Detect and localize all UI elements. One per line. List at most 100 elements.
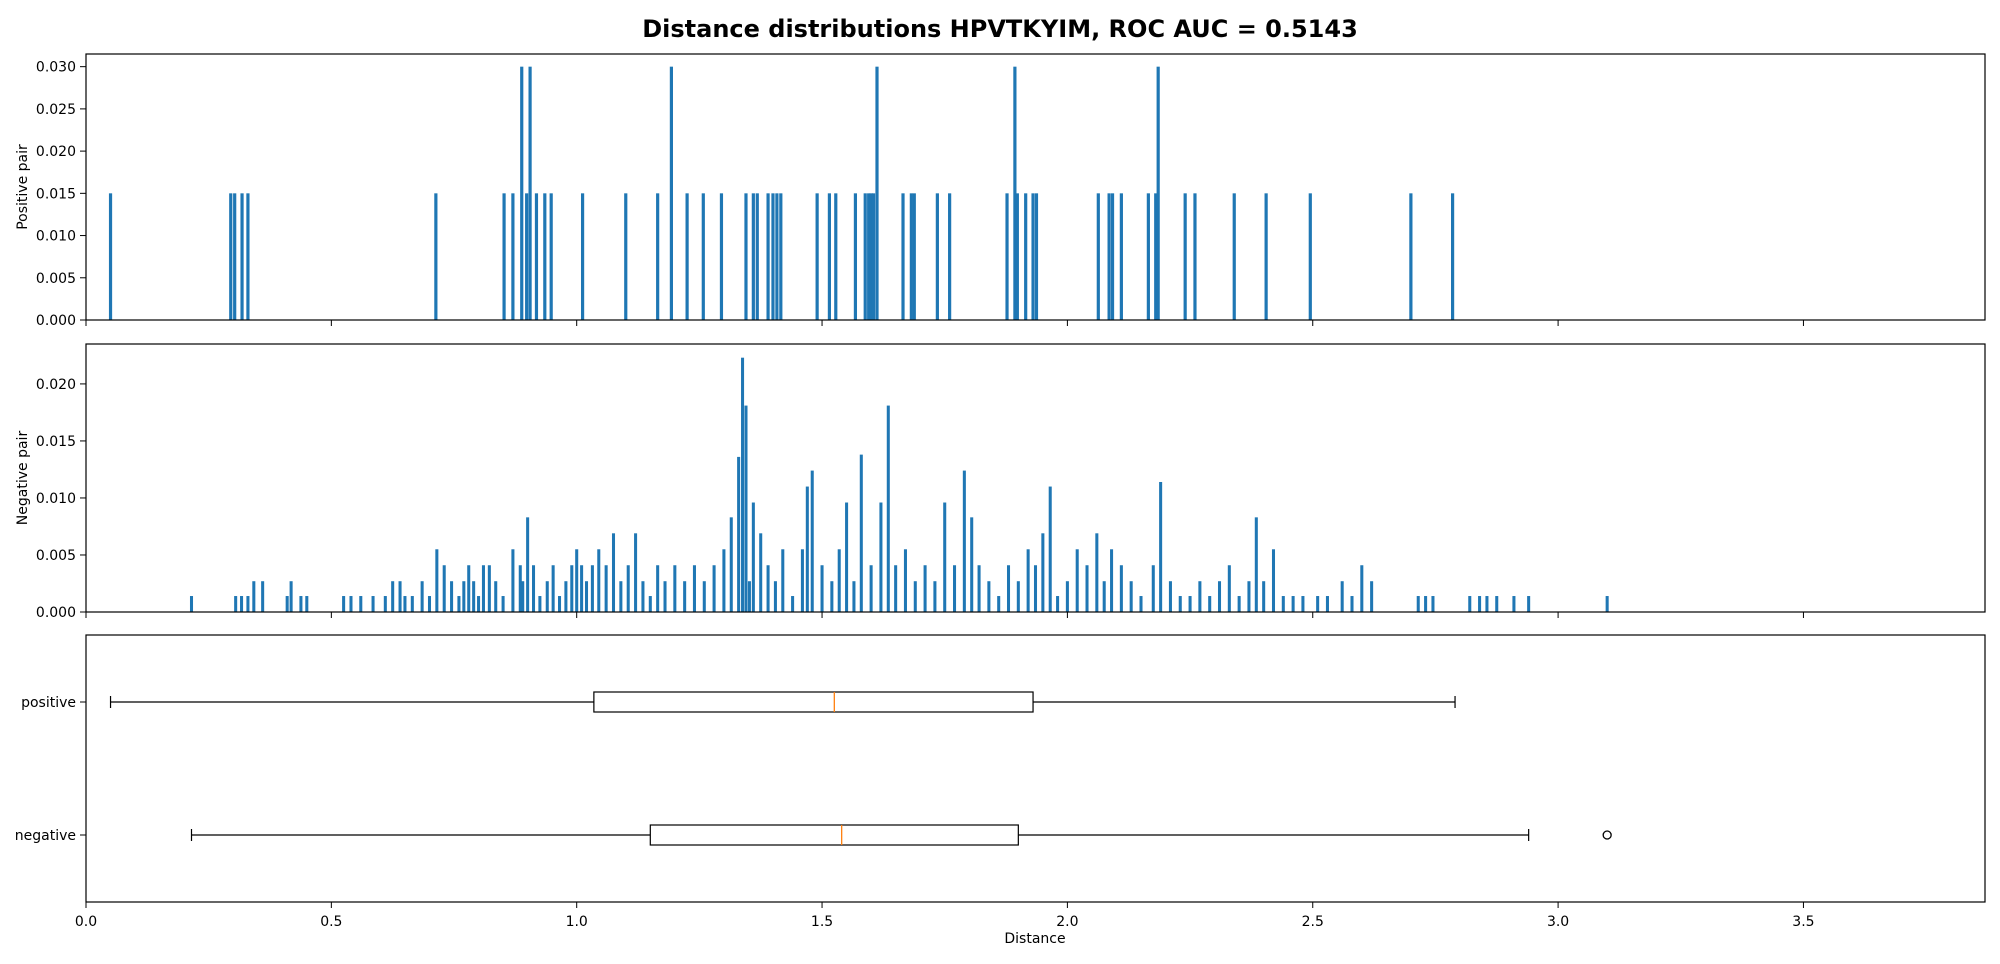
histogram-bar [712, 565, 716, 612]
histogram-bar [442, 565, 446, 612]
histogram-bar [252, 581, 256, 612]
histogram-bar [863, 193, 867, 320]
histogram-bar [805, 486, 809, 612]
histogram-bar [234, 596, 238, 612]
histogram-bar [1119, 193, 1123, 320]
histogram-bar [1198, 581, 1202, 612]
histogram-bar [289, 581, 293, 612]
histogram-bar [398, 581, 402, 612]
histogram-bar [641, 581, 645, 612]
histogram-bar [481, 565, 485, 612]
histogram-bar [543, 193, 547, 320]
histogram-bar [1026, 549, 1030, 612]
y-category-label: positive [21, 695, 76, 711]
histogram-bar [656, 193, 660, 320]
histogram-bar [867, 193, 871, 320]
histogram-bar [434, 193, 438, 320]
histogram-bar [871, 193, 876, 320]
histogram-bar [1254, 517, 1258, 612]
histogram-bar [1006, 565, 1011, 612]
histogram-bar [773, 581, 777, 612]
histogram-bar [827, 193, 831, 320]
histogram-bar [1188, 596, 1192, 612]
histogram-bar [427, 596, 432, 612]
histogram-bar [912, 193, 916, 320]
histogram-bar [1048, 486, 1052, 612]
outlier-point [1602, 830, 1612, 840]
histogram-bar [875, 66, 879, 320]
histogram-bar [391, 581, 395, 612]
panel-3: positive negative 0.0 0.5 1.0 1.5 2.0 2.5 3.0 3.5 [15, 634, 1986, 930]
histogram-bar [1041, 533, 1045, 612]
histogram-bar [472, 581, 476, 612]
histogram-bar [1262, 581, 1266, 612]
histogram-bar [1139, 596, 1143, 612]
histogram-bar [467, 565, 471, 612]
plot-frame [85, 53, 1986, 321]
histogram-bar [487, 565, 491, 612]
histogram-bar [1271, 549, 1276, 612]
histogram-bar [1183, 193, 1187, 320]
histogram-bar [702, 581, 706, 612]
histogram-bar [477, 596, 481, 612]
histogram-bar [457, 596, 461, 612]
y-tick-label: 0.010 [36, 229, 76, 245]
x-tick-label: 3.5 [1792, 914, 1814, 930]
histogram-bar [970, 517, 974, 612]
histogram-bar [766, 565, 770, 612]
histogram-bar [962, 470, 966, 612]
histogram-bar [935, 193, 939, 320]
histogram-bar [1107, 193, 1111, 320]
histogram-bar [791, 596, 795, 612]
histogram-bar [410, 596, 414, 612]
histogram-bar [879, 502, 883, 612]
histogram-bar [1119, 565, 1123, 612]
box-iqr [593, 691, 1034, 713]
histogram-bar [820, 565, 824, 612]
histogram-bar [1301, 596, 1305, 612]
histogram-bar [532, 565, 536, 612]
histogram-bar [1605, 596, 1609, 612]
histogram-bar [521, 581, 525, 612]
histogram-bar [673, 565, 677, 612]
histogram-bar [1350, 596, 1354, 612]
histogram-bar [383, 596, 387, 612]
histogram-bar [779, 193, 783, 320]
histogram-bar [903, 549, 907, 612]
histogram-bar [1451, 193, 1455, 320]
histogram-bar [1156, 66, 1160, 320]
histogram-bar [1178, 596, 1182, 612]
histogram-bar [1033, 565, 1038, 612]
histogram-bar [1527, 596, 1531, 612]
histogram-bar [744, 193, 748, 320]
panel-2: 0.000 0.005 0.010 0.015 0.020 Negative pair [15, 343, 1986, 621]
histogram-bar [894, 565, 898, 612]
histogram-bar [751, 502, 755, 612]
histogram-bar [1110, 193, 1115, 320]
histogram-bar [943, 502, 947, 612]
histogram-bar [511, 193, 515, 320]
histogram-bar [737, 456, 741, 612]
histogram-bar [189, 596, 194, 612]
histogram-bar [538, 596, 542, 612]
histogram-bar [1281, 596, 1285, 612]
histogram-bar [810, 470, 814, 612]
histogram-bar [663, 581, 667, 612]
histogram-bar [656, 565, 660, 612]
histogram-bar [501, 596, 505, 612]
histogram-bar [953, 565, 957, 612]
histogram-bar [575, 549, 579, 612]
y-tick-label: 0.010 [36, 491, 76, 507]
histogram-bar [1370, 581, 1374, 612]
histogram-bar [1424, 596, 1428, 612]
histogram-bar [1102, 581, 1106, 612]
y-tick-label: 0.020 [36, 377, 76, 393]
histogram-bar [1095, 533, 1099, 612]
histogram-bar [246, 193, 250, 320]
histogram-bar [869, 565, 873, 612]
histogram-bar [771, 193, 775, 320]
histogram-bar [597, 549, 601, 612]
histogram-bar [845, 502, 849, 612]
histogram-bar [528, 66, 532, 320]
